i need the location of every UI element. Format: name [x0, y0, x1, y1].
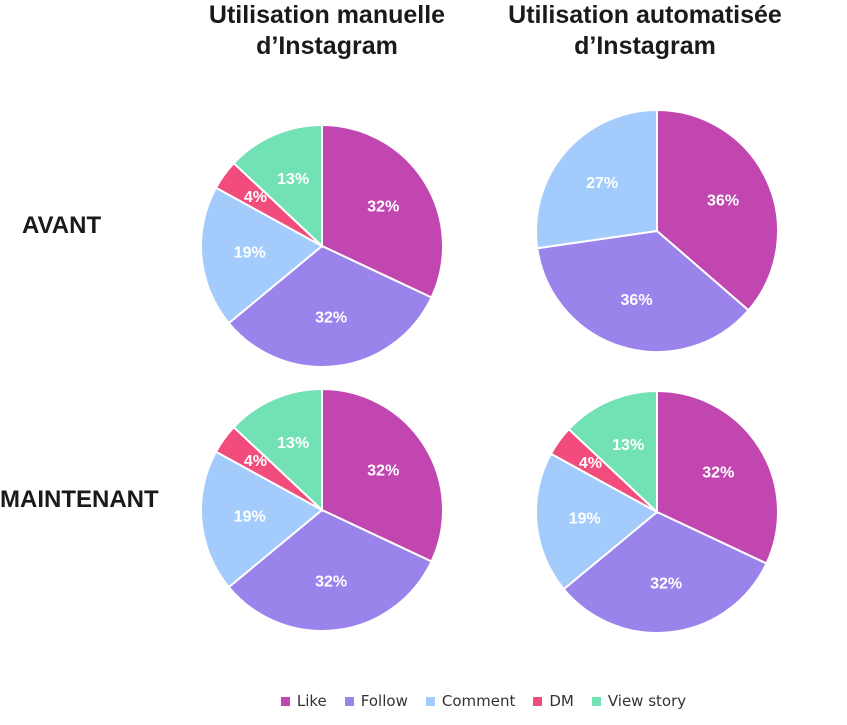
legend-label: Follow	[360, 692, 408, 710]
pie-slice-comment	[200, 450, 324, 589]
pie-slice-follow	[227, 244, 433, 368]
pie-slice-view-story	[232, 387, 323, 513]
legend-swatch	[533, 696, 543, 706]
legend-swatch	[425, 696, 435, 706]
column-title-line1: Utilisation automatisée	[508, 1, 782, 29]
column-title-line1: Utilisation manuelle	[208, 1, 446, 29]
column-title-line2: d’Instagram	[256, 32, 398, 60]
pie-slice-follow	[562, 510, 768, 634]
pie-slice-like	[321, 123, 444, 299]
legend-label: View story	[607, 692, 687, 710]
legend: Like Follow Comment DM View story	[0, 692, 847, 710]
pie-data-label: 19%	[569, 510, 601, 527]
pie-data-label: 27%	[586, 175, 618, 192]
pie-data-label: 36%	[621, 292, 653, 309]
column-title-manual: Utilisation manuelle d’Instagram	[177, 0, 477, 62]
pie-data-label: 4%	[579, 455, 602, 472]
legend-label: DM	[549, 692, 574, 710]
pie-slice-comment	[535, 452, 659, 591]
legend-item-dm: DM	[533, 692, 574, 710]
pie-slice-comment	[535, 108, 658, 250]
pie-data-label: 32%	[315, 310, 347, 327]
legend-swatch	[280, 696, 290, 706]
pie-slice-view-story	[232, 123, 323, 249]
pie-chart-maintenant-automated: 32% 32% 19% 4% 13%	[535, 389, 779, 634]
pie-data-label: 4%	[244, 189, 267, 206]
pie-data-label: 36%	[707, 192, 739, 209]
pie-data-label: 13%	[277, 435, 309, 452]
pie-slice-like	[656, 389, 779, 565]
legend-item-like: Like	[280, 692, 327, 710]
pie-data-label: 13%	[277, 171, 309, 188]
pie-data-label: 32%	[702, 465, 734, 482]
legend-label: Comment	[441, 692, 516, 710]
legend-item-view-story: View story	[591, 692, 687, 710]
column-title-line2: d’Instagram	[574, 32, 716, 60]
pie-data-label: 32%	[367, 199, 399, 216]
row-label-avant: AVANT	[22, 212, 102, 239]
legend-item-comment: Comment	[425, 692, 516, 710]
pie-data-label: 19%	[234, 244, 266, 261]
pie-slice-follow	[227, 508, 433, 632]
pie-slice-comment	[200, 186, 324, 325]
legend-swatch	[344, 696, 354, 706]
pie-data-label: 4%	[244, 453, 267, 470]
legend-item-follow: Follow	[344, 692, 408, 710]
pie-data-label: 13%	[612, 437, 644, 454]
pie-data-label: 32%	[315, 574, 347, 591]
legend-swatch	[591, 696, 601, 706]
column-title-automated: Utilisation automatisée d’Instagram	[495, 0, 795, 62]
pie-slice-like	[321, 387, 444, 563]
pie-slice-view-story	[567, 389, 658, 515]
pie-slice-like	[656, 108, 779, 312]
pie-data-label: 32%	[367, 463, 399, 480]
pie-data-label: 19%	[234, 508, 266, 525]
pie-chart-avant-automated: 36% 36% 27%	[535, 108, 779, 353]
pie-data-label: 32%	[650, 576, 682, 593]
pie-chart-avant-manual: 32% 32% 19% 4% 13%	[200, 123, 444, 368]
row-label-maintenant: MAINTENANT	[0, 486, 159, 513]
pie-slice-follow	[536, 229, 750, 353]
legend-label: Like	[296, 692, 327, 710]
pie-chart-maintenant-manual: 32% 32% 19% 4% 13%	[200, 387, 444, 632]
